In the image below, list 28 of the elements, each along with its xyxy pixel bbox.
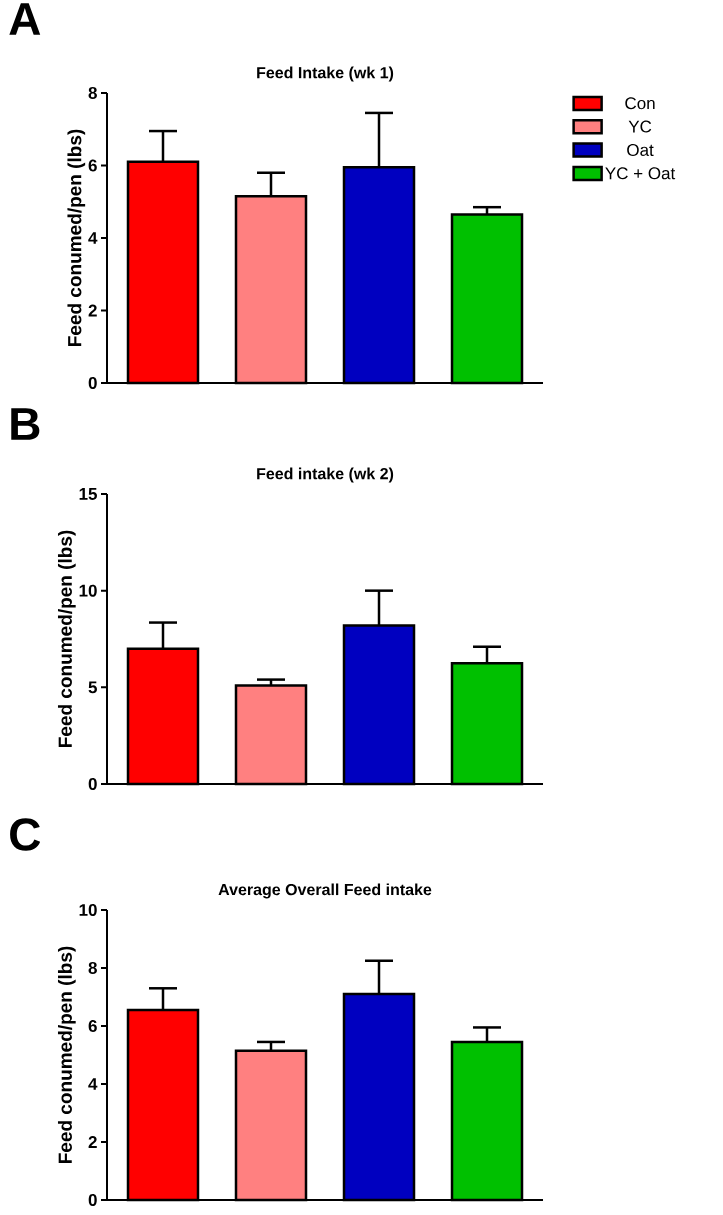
chart-title: Average Overall Feed intake <box>218 883 432 899</box>
y-tick-label: 6 <box>88 1019 97 1033</box>
y-tick-label: 6 <box>88 159 97 172</box>
legend-label: Con <box>625 97 655 110</box>
y-tick-label: 10 <box>79 903 97 917</box>
y-tick-label: 2 <box>88 304 97 317</box>
text: C <box>10 818 41 851</box>
y-axis-title: Feed conumed/pen (lbs) <box>57 946 76 1163</box>
y-axis-title: Feed conumed/pen (lbs) <box>57 530 76 747</box>
chart-title: Feed Intake (wk 1) <box>257 66 394 82</box>
y-tick-label: 2 <box>88 1136 97 1148</box>
legend-label: Oat <box>627 143 654 156</box>
y-tick-label: 0 <box>88 777 97 791</box>
y-tick-label: 10 <box>79 584 97 597</box>
y-tick-label: 8 <box>88 961 97 975</box>
text: A <box>9 3 41 35</box>
y-tick-label: 4 <box>88 1078 98 1090</box>
y-tick-label: 4 <box>88 232 98 244</box>
legend-label: YC + Oat <box>605 167 676 180</box>
text: B <box>11 408 40 440</box>
chart-title: Feed intake (wk 2) <box>257 467 394 483</box>
y-tick-label: 15 <box>79 488 97 500</box>
y-axis-title: Feed conumed/pen (lbs) <box>67 129 86 346</box>
y-tick-label: 5 <box>88 681 97 694</box>
y-tick-label: 0 <box>88 376 97 390</box>
y-tick-label: 8 <box>88 86 97 100</box>
y-tick-label: 0 <box>88 1193 97 1207</box>
legend-label: YC <box>628 120 652 133</box>
